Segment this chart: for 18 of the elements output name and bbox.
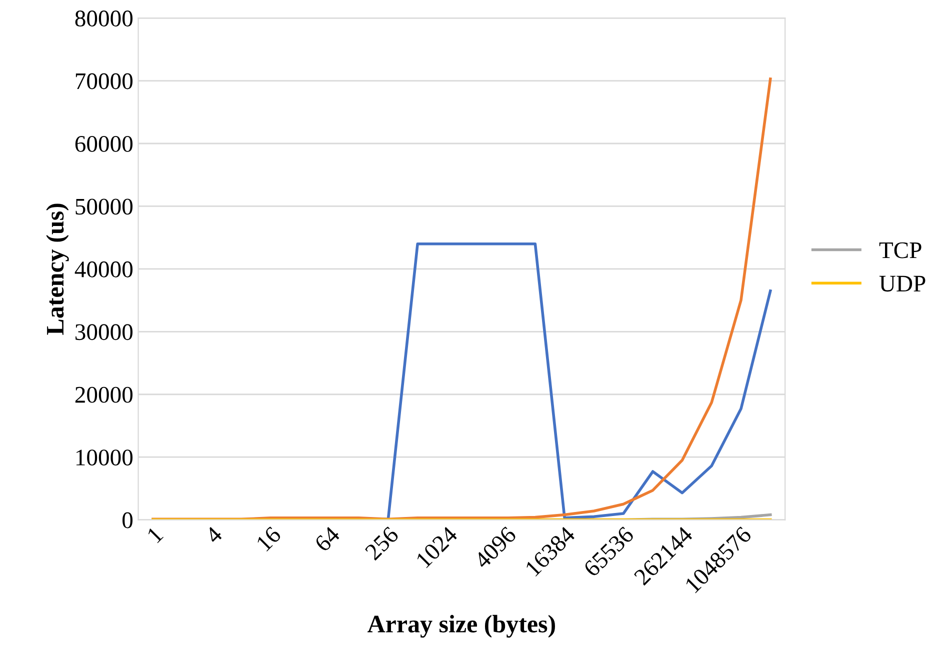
legend-label: TCP bbox=[879, 242, 922, 258]
y-tick-label: 60000 bbox=[75, 136, 133, 152]
y-tick-label: 50000 bbox=[76, 198, 133, 215]
x-tick-label: 16 bbox=[256, 526, 282, 552]
y-tick-label: 0 bbox=[122, 512, 133, 528]
y-tick-label: 40000 bbox=[74, 261, 133, 278]
y-tick-label: 70000 bbox=[76, 73, 133, 90]
x-tick-label: 1 bbox=[146, 526, 164, 544]
y-axis-title: Latency (us) bbox=[46, 204, 69, 335]
x-tick-label: 4 bbox=[204, 526, 224, 544]
x-tick-label: 256 bbox=[364, 526, 400, 561]
x-tick-label: 64 bbox=[314, 525, 341, 552]
y-tick-label: 20000 bbox=[75, 386, 133, 403]
legend-label: UDP bbox=[879, 276, 926, 292]
x-axis-title: Array size (bytes) bbox=[368, 614, 555, 638]
y-tick-label: 30000 bbox=[76, 324, 133, 340]
y-tick-label: 80000 bbox=[75, 10, 133, 26]
y-tick-label: 10000 bbox=[76, 450, 133, 466]
